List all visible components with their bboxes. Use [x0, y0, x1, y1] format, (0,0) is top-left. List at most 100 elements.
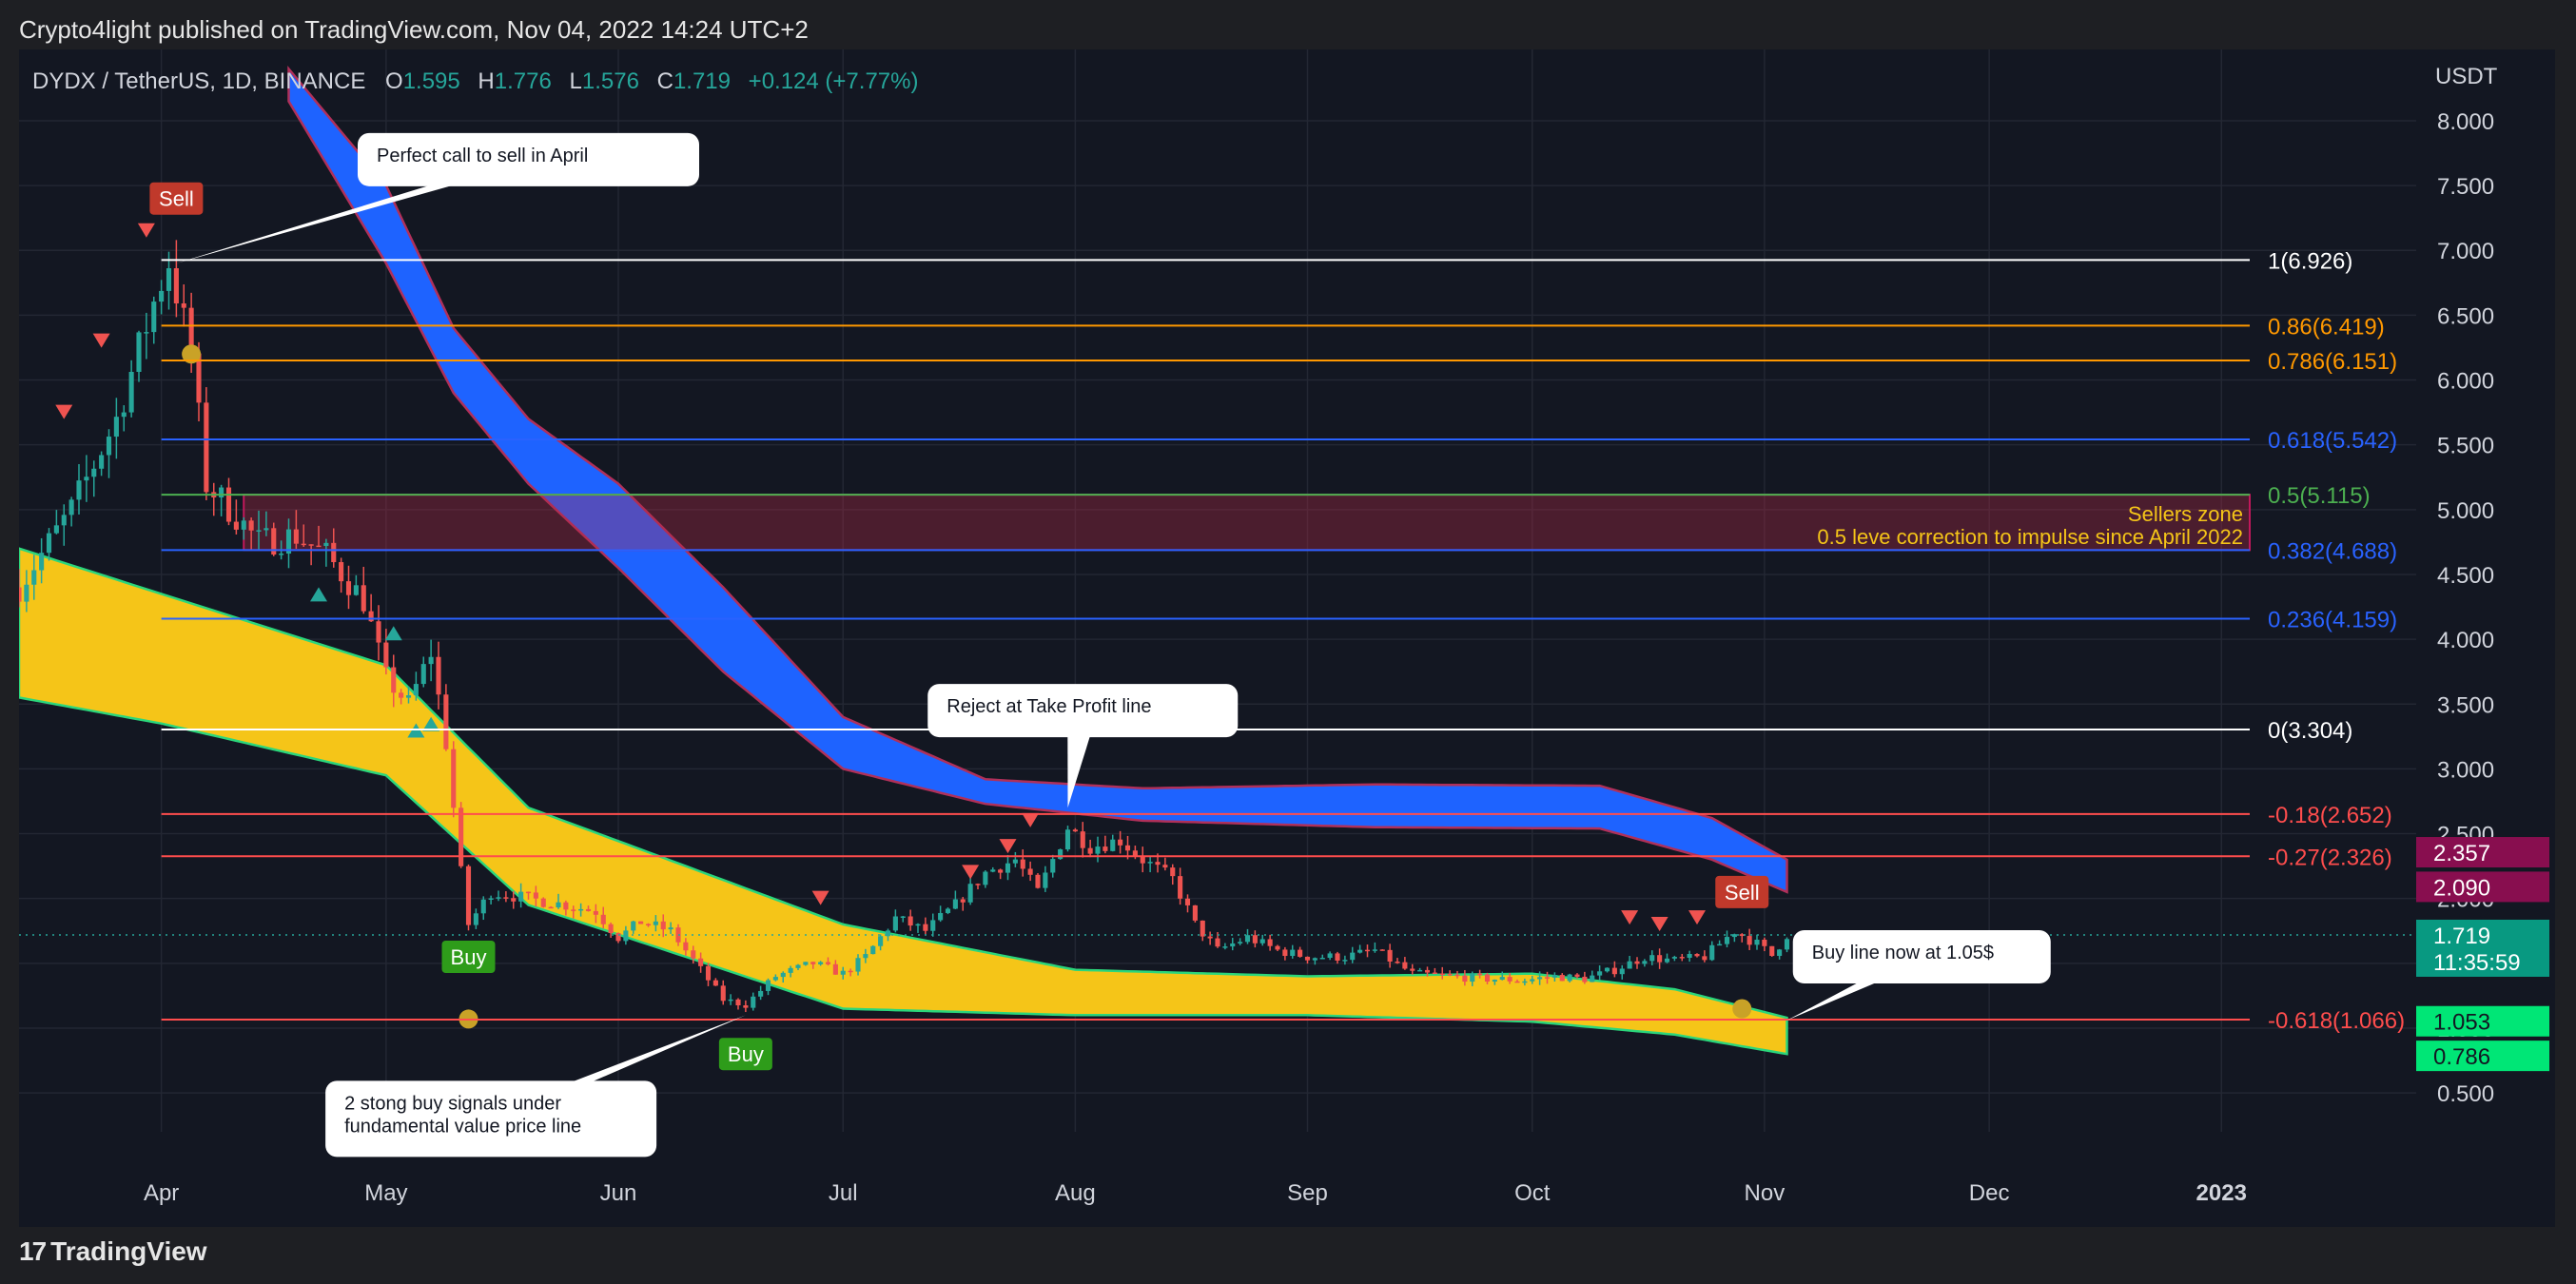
close-key: C [656, 68, 673, 94]
candle-body [496, 897, 501, 899]
y-tick-label: 3.000 [2437, 757, 2494, 783]
callout-box [358, 132, 699, 186]
candle-body [1192, 905, 1198, 921]
down-triangle-icon [55, 404, 73, 419]
candle-body [279, 554, 284, 555]
candle-body [556, 902, 561, 908]
y-tick-label: 5.500 [2437, 434, 2494, 459]
candle-body [144, 332, 149, 334]
candle-body [1267, 939, 1273, 946]
fib-label: 0.5(5.115) [2268, 483, 2371, 509]
candle-body [1275, 945, 1280, 950]
candle-body [1619, 968, 1625, 975]
buy-signal-label: Buy [451, 945, 487, 969]
candle-body [511, 898, 517, 902]
candle-body [503, 897, 509, 899]
open-key: O [385, 68, 403, 94]
x-tick-label: 2023 [2196, 1180, 2247, 1206]
candle-body [345, 581, 352, 595]
candle-body [1319, 958, 1325, 960]
x-axis: Apr May Jun Jul Aug Sep Oct Nov Dec 2023 [144, 1180, 2247, 1206]
candle-body [256, 530, 262, 532]
candle-body [728, 999, 733, 1002]
candle-body [1590, 975, 1595, 982]
fib-label: 0.382(4.688) [2268, 538, 2397, 564]
candle-body [691, 950, 696, 959]
callout-box [927, 684, 1239, 738]
candle-body [533, 892, 538, 899]
candle-body [106, 437, 112, 456]
buy-signal-bg [718, 1038, 772, 1071]
callout-box [325, 1080, 657, 1158]
candle-body [1664, 958, 1670, 963]
down-triangle-icon [137, 223, 155, 238]
candle-body [735, 999, 741, 1006]
candle-body [233, 521, 239, 530]
candle-body [1567, 974, 1572, 982]
y-axis-unit: USDT [2435, 64, 2498, 89]
sell-signal-bg [149, 182, 204, 215]
candle-body [990, 869, 996, 872]
price-tag-value: 2.357 [2433, 841, 2490, 866]
candle-body [61, 515, 67, 526]
candle-body [1095, 846, 1101, 854]
callout: Reject at Take Profit line [927, 684, 1239, 808]
candle-body [76, 480, 82, 500]
candle-body [1132, 850, 1138, 856]
candle-body [1124, 845, 1131, 851]
candle-body [1162, 865, 1168, 868]
candle-body [1402, 962, 1408, 969]
candle-body [1694, 953, 1700, 957]
candle-body [832, 963, 838, 975]
candle-body [1259, 939, 1265, 944]
candle-body [1170, 867, 1176, 877]
published-info: Crypto4light published on TradingView.co… [19, 15, 809, 44]
candle-body [219, 487, 224, 498]
candle-body [1379, 949, 1385, 951]
candle-body [1679, 957, 1685, 959]
candle-body [1020, 859, 1025, 869]
open-value: 1.595 [402, 68, 460, 94]
candle-body [99, 455, 105, 469]
candle-body [1784, 939, 1790, 950]
price-tag-value: 2.090 [2433, 875, 2490, 901]
candle-body [1777, 949, 1783, 957]
candle-body [159, 290, 165, 302]
candle-body [24, 584, 29, 602]
candle-body [1304, 956, 1311, 961]
candle-body [698, 958, 704, 966]
callout-text: Perfect call to sell in April [377, 146, 588, 166]
candle-body [840, 970, 846, 975]
candle-body [712, 980, 718, 986]
candle-body [780, 972, 786, 978]
fib-label: 0.618(5.542) [2268, 428, 2397, 454]
candle-body [1769, 945, 1775, 957]
candle-body [998, 869, 1004, 873]
candle-body [1410, 968, 1415, 971]
candle-body [645, 924, 652, 926]
candle-body [443, 694, 449, 749]
price-tag-bg [2416, 1005, 2549, 1037]
candle-body [136, 332, 142, 372]
candle-body [818, 962, 824, 964]
candle-body [600, 914, 606, 924]
buy-signal: Buy [718, 1038, 772, 1071]
candle-body [1439, 973, 1445, 976]
candle-body [459, 807, 464, 866]
candle-body [585, 908, 592, 911]
candle-body [720, 985, 726, 1002]
tradingview-logo[interactable]: 17 TradingView [19, 1236, 207, 1267]
y-tick-label: 7.500 [2437, 174, 2494, 200]
chart-panel[interactable] [19, 49, 2555, 1227]
candle-body [848, 970, 853, 973]
candle-body [945, 908, 951, 913]
sellers-zone [243, 494, 2251, 552]
candle-body [1155, 862, 1161, 866]
down-triangle-icon [999, 839, 1017, 854]
x-tick-label: Oct [1514, 1180, 1551, 1206]
candle-body [765, 980, 771, 991]
